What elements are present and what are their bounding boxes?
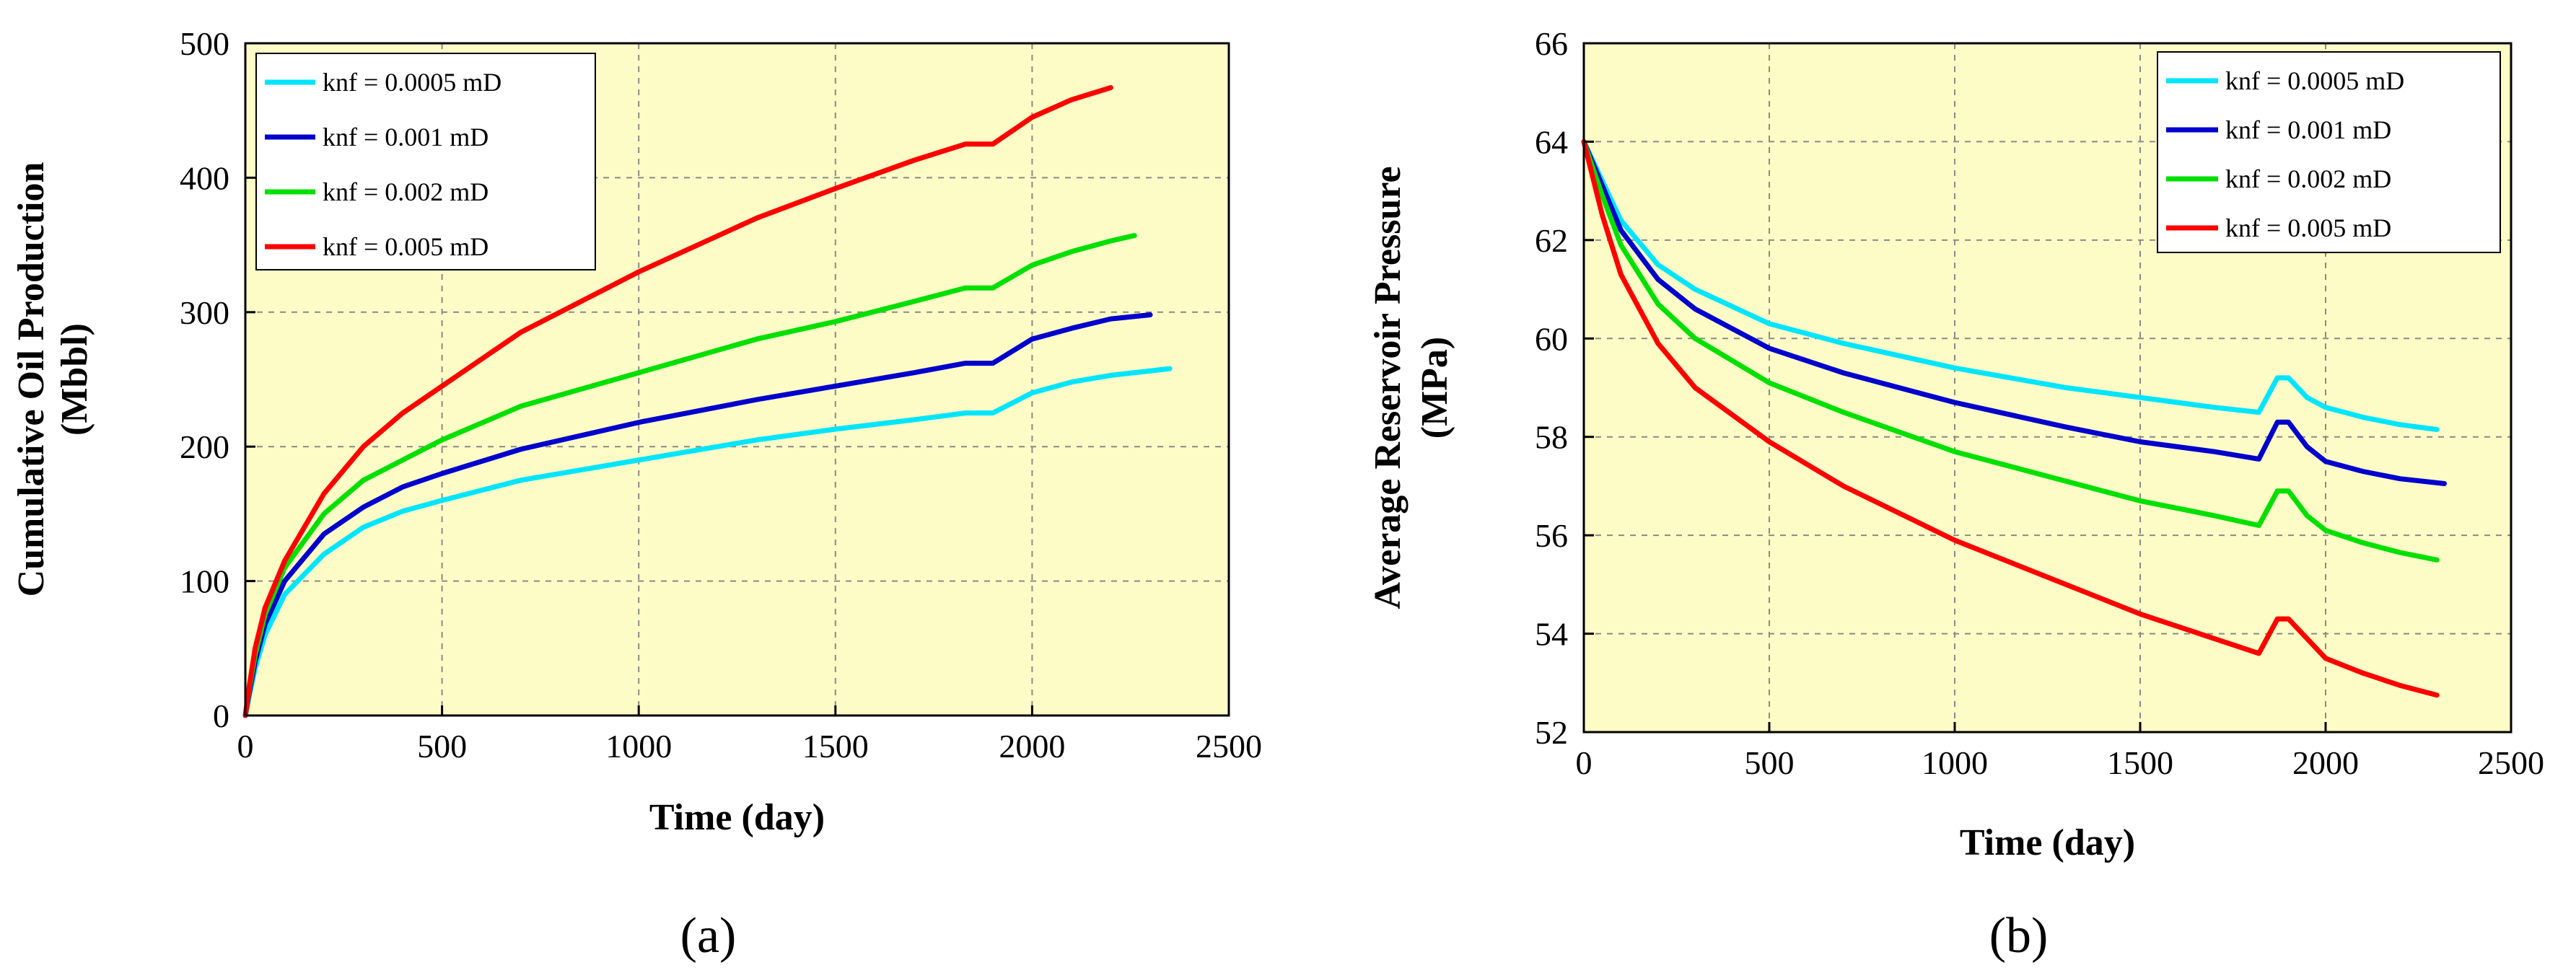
- legend-label-a-2: knf = 0.001 mD: [323, 123, 489, 151]
- series-line-b-4: [1581, 138, 2440, 698]
- legend-label-a-1: knf = 0.0005 mD: [323, 68, 501, 97]
- plot-frame-a: [244, 42, 1230, 717]
- y-tick-label-a: 100: [180, 563, 229, 600]
- x-tick-label-a: 2500: [1196, 728, 1262, 765]
- series-line-a-3: [242, 233, 1137, 718]
- legend-label-a-3: knf = 0.002 mD: [323, 177, 489, 206]
- y-tick-label-b: 52: [1535, 714, 1568, 751]
- chart-panel-a: 0 500 1000 1500 2000 2500 0 100 200 300 400 500 Time…: [11, 25, 1262, 964]
- y-axis-unit-b: (MPa): [1414, 337, 1455, 439]
- legend-label-b-4: knf = 0.005 mD: [2225, 213, 2391, 242]
- y-tick-label-b: 58: [1535, 419, 1568, 456]
- series-line-b-3: [1581, 138, 2440, 563]
- panel-label-a: (a): [680, 908, 737, 964]
- y-axis-title-b: Average Reservoir Pressure: [1367, 166, 1409, 609]
- series-line-a-2: [242, 312, 1153, 718]
- y-tick-label-a: 400: [180, 159, 229, 196]
- legend-box-a: [255, 53, 596, 270]
- y-tick-label-a: 300: [180, 294, 229, 331]
- y-axis-unit-a: (Mbbl): [54, 323, 95, 436]
- legend-label-b-1: knf = 0.0005 mD: [2225, 66, 2404, 95]
- y-tick-label-b: 54: [1535, 616, 1568, 653]
- series-line-a-4: [242, 85, 1113, 718]
- y-tick-label-a: 500: [180, 25, 229, 62]
- plot-frame-b: [1582, 42, 2513, 734]
- chart-panel-b: 0 500 1000 1500 2000 2500 52 54 56 58 60 62 64 66 Time…: [1367, 25, 2544, 964]
- x-tick-label-b: 2500: [2478, 744, 2544, 781]
- y-tick-label-b: 62: [1535, 222, 1568, 259]
- x-tick-label-b: 2000: [2292, 744, 2359, 781]
- x-tick-label-a: 500: [417, 728, 467, 765]
- x-tick-label-b: 0: [1576, 744, 1593, 781]
- x-tick-label-a: 0: [237, 728, 254, 765]
- y-tick-label-a: 200: [180, 428, 229, 465]
- legend-box-b: [2157, 51, 2501, 253]
- legend-label-b-3: knf = 0.002 mD: [2225, 164, 2391, 193]
- y-tick-label-b: 60: [1535, 320, 1568, 357]
- x-tick-label-b: 1000: [1922, 744, 1988, 781]
- series-line-b-2: [1581, 138, 2447, 486]
- series-line-b-1: [1581, 138, 2440, 432]
- y-tick-label-b: 56: [1535, 517, 1568, 554]
- x-axis-title-a: Time (day): [649, 797, 825, 838]
- x-tick-label-a: 2000: [999, 728, 1065, 765]
- panel-label-b: (b): [1989, 908, 2049, 964]
- y-tick-label-b: 66: [1535, 25, 1568, 62]
- legend-label-b-2: knf = 0.001 mD: [2225, 115, 2391, 144]
- y-axis-title-a: Cumulative Oil Production: [11, 162, 52, 597]
- x-axis-title-b: Time (day): [1960, 822, 2135, 863]
- x-tick-label-b: 1500: [2107, 744, 2173, 781]
- x-tick-label-a: 1000: [605, 728, 672, 765]
- y-tick-label-b: 64: [1535, 123, 1568, 160]
- legend-label-a-4: knf = 0.005 mD: [323, 232, 489, 261]
- x-tick-label-b: 500: [1745, 744, 1795, 781]
- x-tick-label-a: 1500: [802, 728, 869, 765]
- y-tick-label-a: 0: [213, 697, 229, 734]
- series-line-a-1: [242, 366, 1173, 718]
